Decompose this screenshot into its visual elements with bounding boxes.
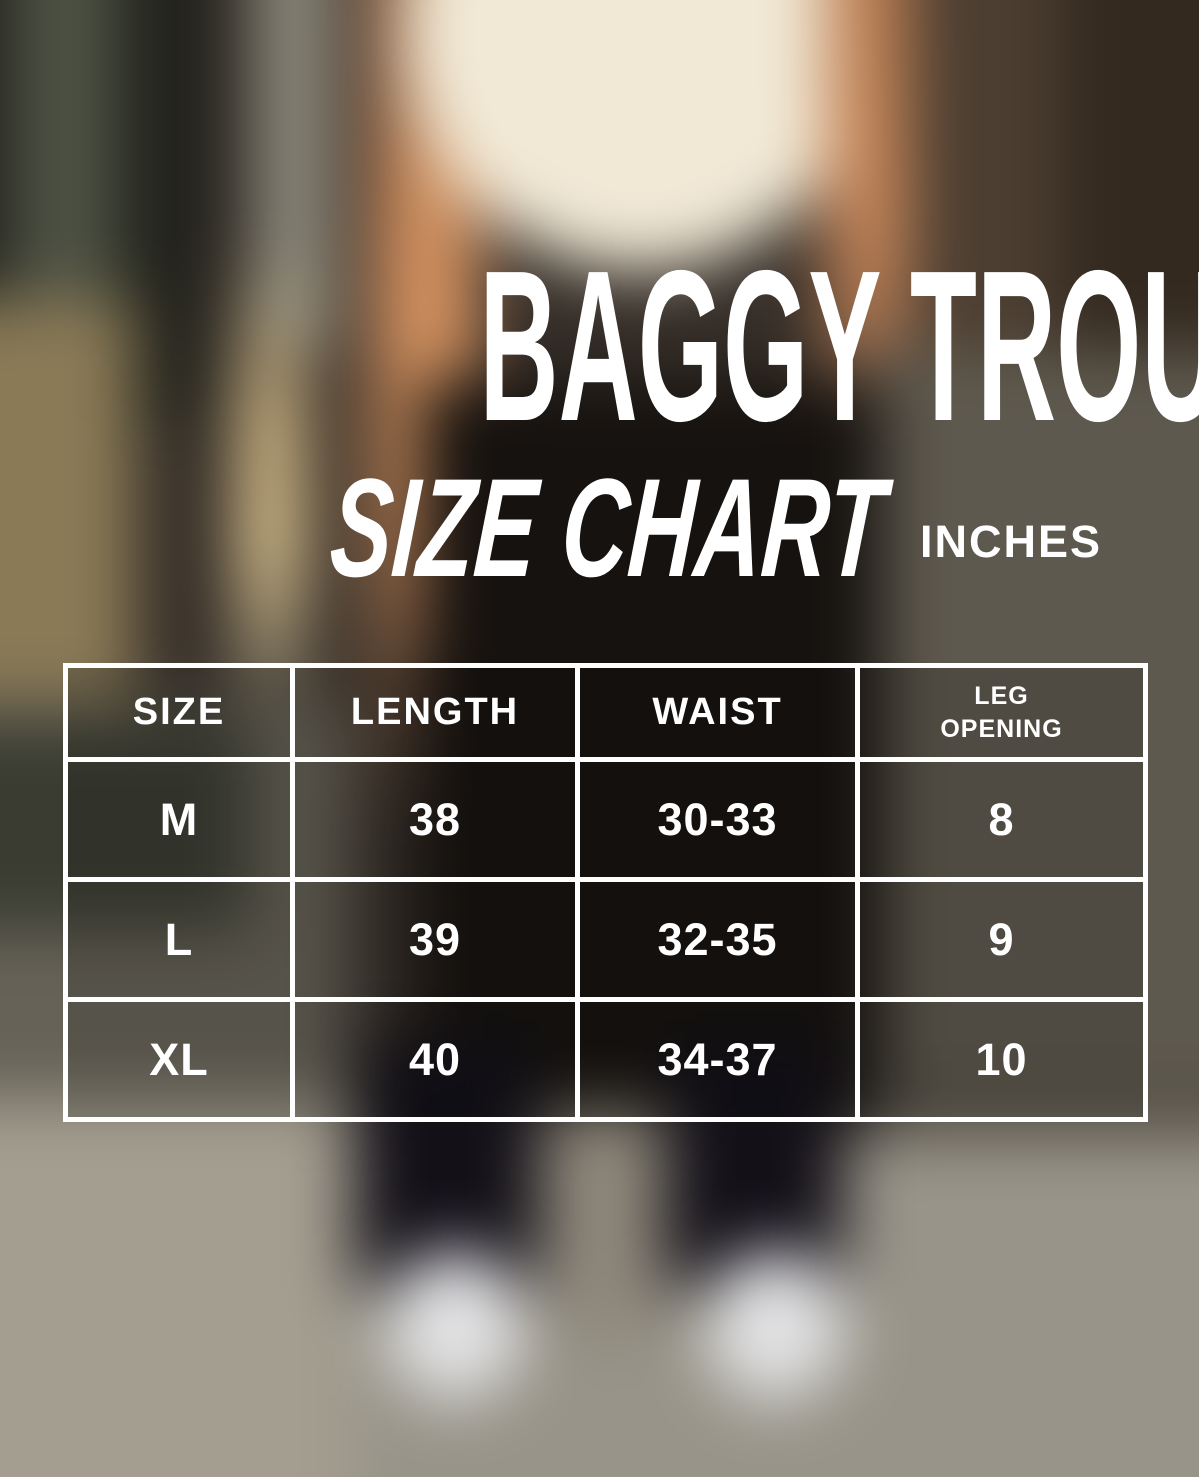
bg-right-shoe: [705, 1250, 845, 1400]
page-title: BAGGY TROUSER: [0, 238, 1199, 458]
cell-waist: 32-35: [575, 877, 860, 1002]
table-row-m: M 38 30-33 8: [63, 757, 1148, 882]
cell-size: M: [63, 757, 295, 882]
bg-left-shoe: [385, 1250, 525, 1400]
col-header-length: LENGTH: [290, 663, 580, 762]
cell-leg-opening: 8: [855, 757, 1148, 882]
cell-leg-opening: 9: [855, 877, 1148, 1002]
col-header-waist: WAIST: [575, 663, 860, 762]
table-row-l: L 39 32-35 9: [63, 877, 1148, 1002]
size-chart-table: SIZE LENGTH WAIST LEG OPENING M 38 30-33…: [63, 663, 1148, 1122]
cell-size: XL: [63, 997, 295, 1122]
cell-length: 38: [290, 757, 580, 882]
col-header-size: SIZE: [63, 663, 295, 762]
table-row-xl: XL 40 34-37 10: [63, 997, 1148, 1122]
bg-floor-between-legs: [540, 1110, 668, 1340]
unit-label: INCHES: [920, 516, 1103, 567]
col-header-leg-opening-text: LEG OPENING: [940, 682, 1063, 743]
cell-waist: 34-37: [575, 997, 860, 1122]
col-header-leg-opening: LEG OPENING: [855, 663, 1148, 762]
bg-floor-left-light: [0, 1100, 350, 1477]
page-title-text: BAGGY TROUSER: [479, 225, 1199, 466]
cell-length: 40: [290, 997, 580, 1122]
page-subtitle-text: SIZE CHART: [325, 449, 890, 606]
cell-leg-opening: 10: [855, 997, 1148, 1122]
cell-waist: 30-33: [575, 757, 860, 882]
cell-size: L: [63, 877, 295, 1002]
table-header-row: SIZE LENGTH WAIST LEG OPENING: [63, 663, 1148, 762]
cell-length: 39: [290, 877, 580, 1002]
